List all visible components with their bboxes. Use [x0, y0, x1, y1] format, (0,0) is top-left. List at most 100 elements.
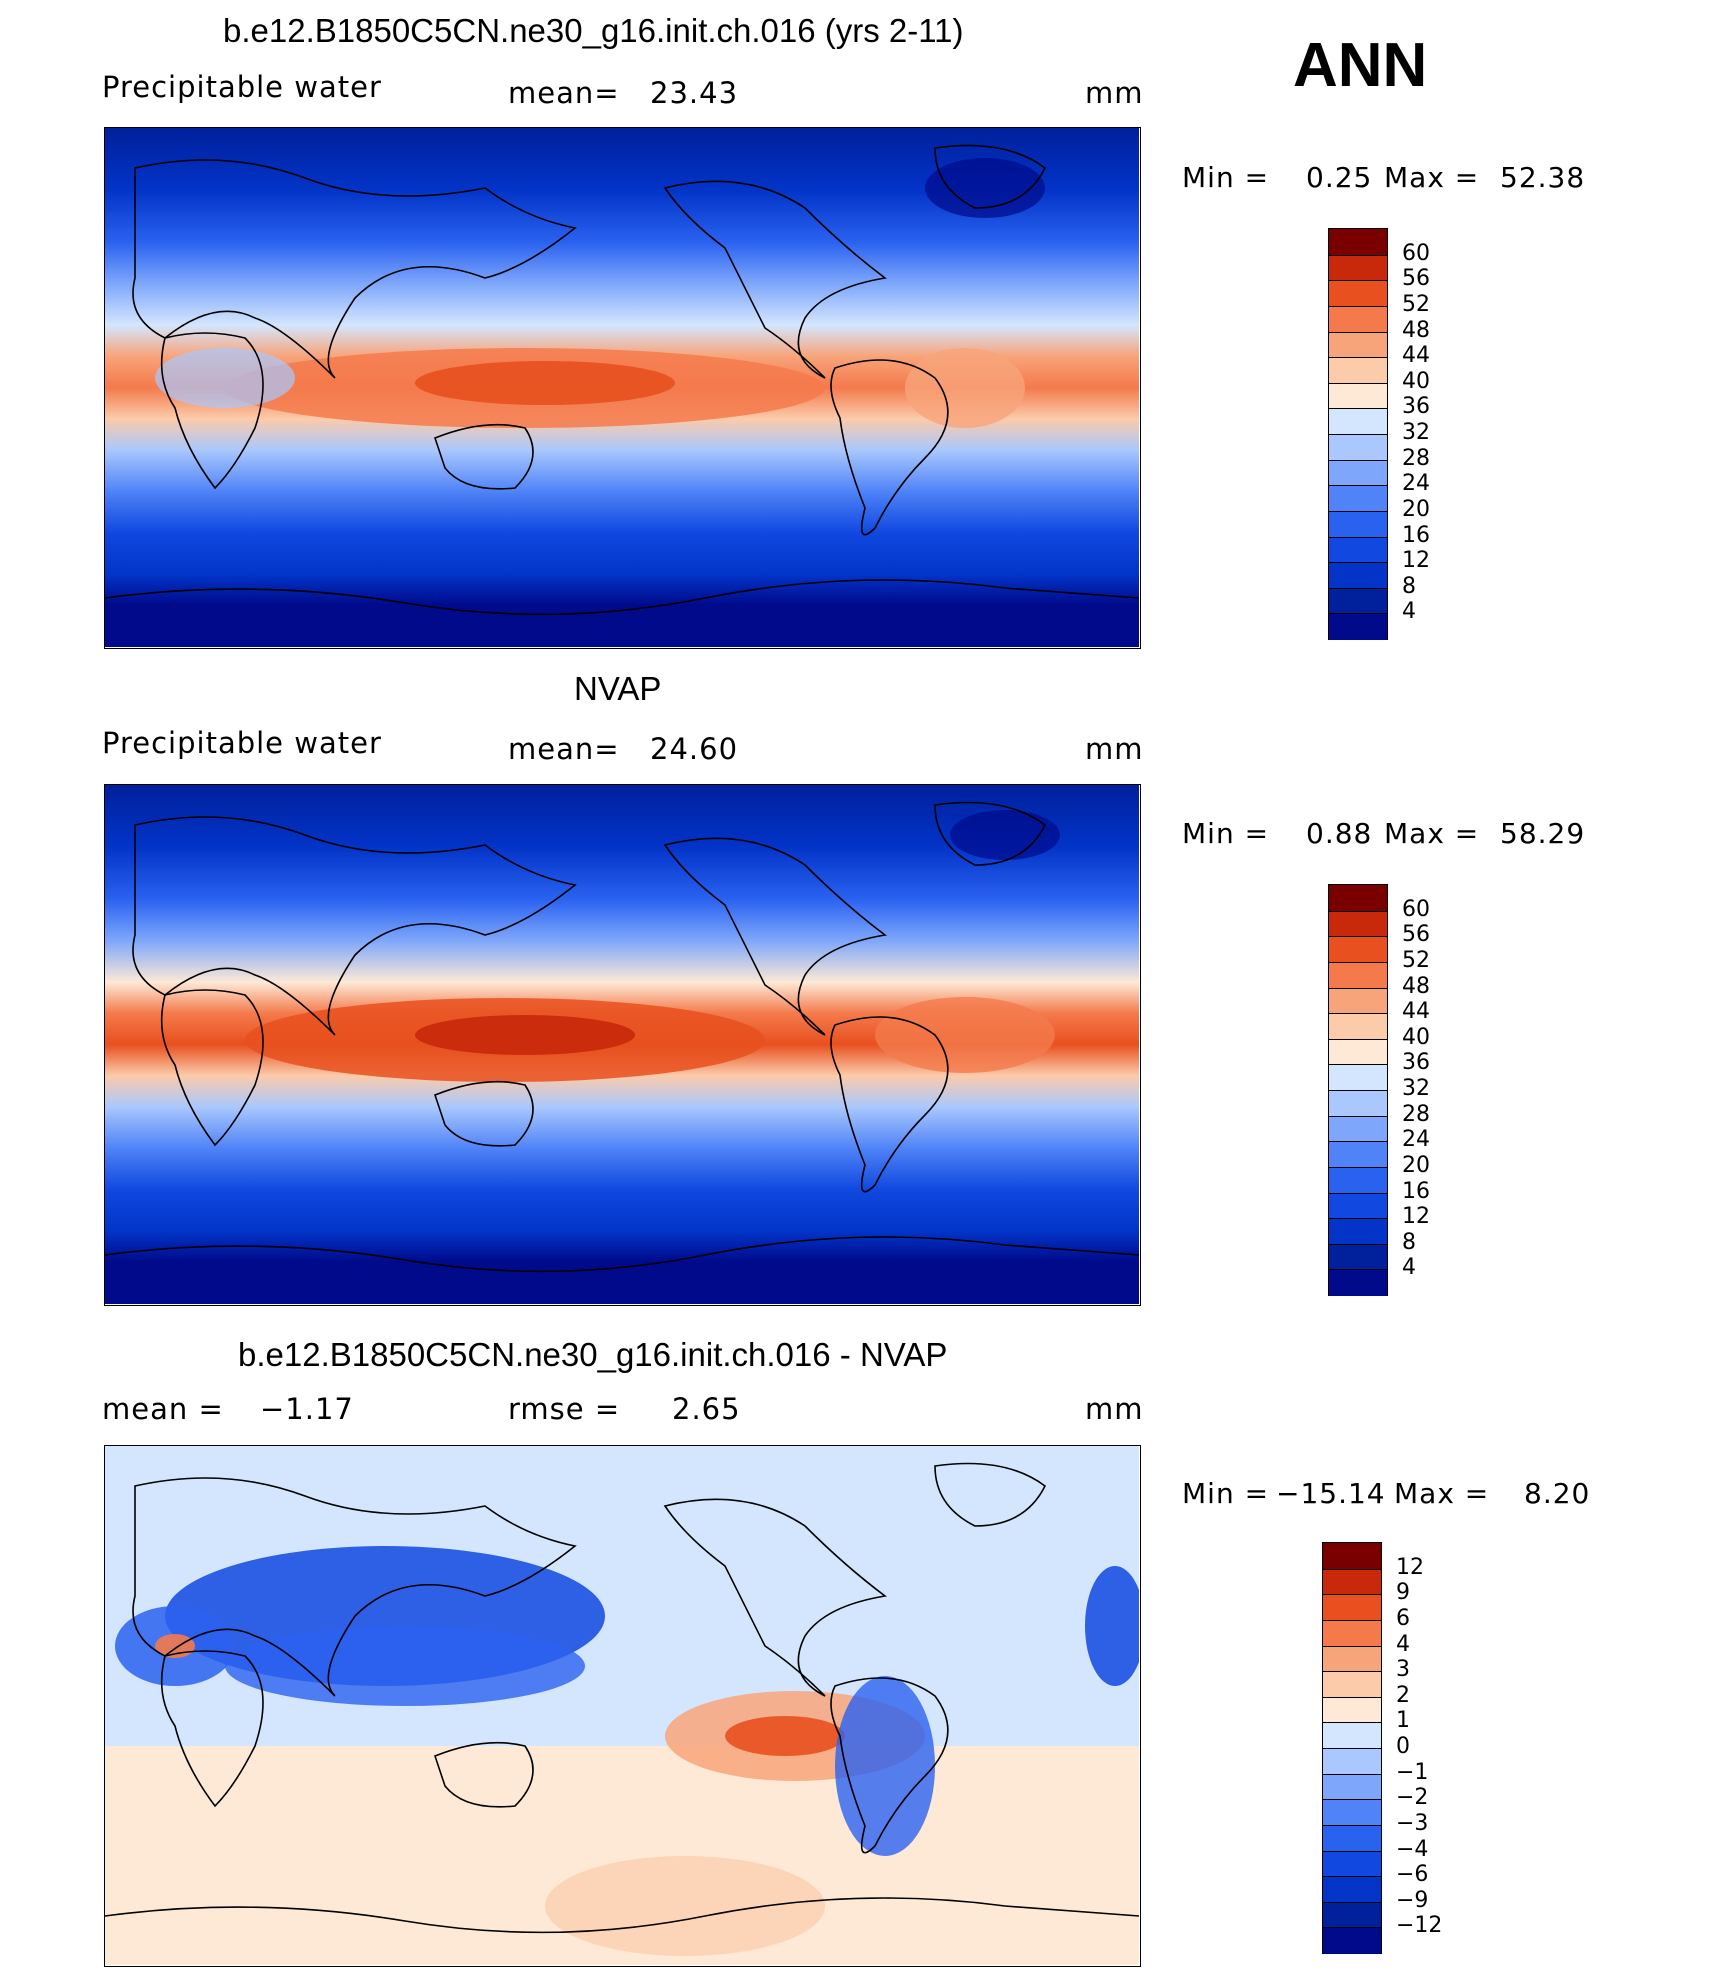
- colorbar-tick-label: 1: [1396, 1708, 1410, 1734]
- panel-obs-units: mm: [1085, 732, 1144, 766]
- colorbar-tick-label: −1: [1396, 1759, 1429, 1785]
- colorbar-tick-label: −2: [1396, 1785, 1429, 1811]
- colorbar-tick-label: 12: [1402, 1204, 1430, 1230]
- panel-obs-colorbar: [1328, 884, 1388, 1296]
- colorbar-segment: [1329, 1013, 1387, 1040]
- colorbar-segment: [1329, 1218, 1387, 1245]
- colorbar-tick-label: 56: [1402, 922, 1430, 948]
- colorbar-segment: [1323, 1645, 1381, 1673]
- colorbar-segment: [1323, 1568, 1381, 1596]
- colorbar-segment: [1329, 1269, 1387, 1296]
- colorbar-tick-label: 60: [1402, 240, 1430, 266]
- colorbar-segment: [1323, 1671, 1381, 1698]
- colorbar-tick-label: 12: [1396, 1554, 1424, 1580]
- panel-model-min-value: 0.25: [1306, 161, 1373, 194]
- panel-obs-mean-value: 24.60: [650, 732, 739, 766]
- colorbar-segment: [1329, 229, 1387, 255]
- colorbar-segment: [1329, 434, 1387, 461]
- colorbar-segment: [1329, 1243, 1387, 1271]
- colorbar-tick-label: −9: [1396, 1887, 1429, 1913]
- colorbar-segment: [1329, 459, 1387, 487]
- colorbar-tick-label: 6: [1396, 1605, 1410, 1631]
- colorbar-segment: [1323, 1594, 1381, 1621]
- panel-model-title: b.e12.B1850C5CN.ne30_g16.init.ch.016 (yr…: [223, 12, 964, 49]
- colorbar-segment: [1329, 936, 1387, 963]
- panel-obs-variable: Precipitable water: [102, 726, 382, 760]
- colorbar-tick-label: −6: [1396, 1862, 1429, 1888]
- panel-diff-title: b.e12.B1850C5CN.ne30_g16.init.ch.016 - N…: [238, 1336, 948, 1373]
- colorbar-segment: [1323, 1927, 1381, 1954]
- colorbar-tick-label: 4: [1402, 1255, 1416, 1281]
- panel-model-colorbar: [1328, 228, 1388, 640]
- panel-diff-max-value: 8.20: [1524, 1477, 1591, 1510]
- colorbar-tick-label: 52: [1402, 947, 1430, 973]
- colorbar-tick-label: 12: [1402, 548, 1430, 574]
- panel-model-mean-label: mean=: [508, 76, 620, 110]
- colorbar-tick-label: 36: [1402, 1050, 1430, 1076]
- colorbar-segment: [1323, 1722, 1381, 1749]
- colorbar-segment: [1329, 613, 1387, 640]
- colorbar-tick-label: 20: [1402, 496, 1430, 522]
- colorbar-segment: [1329, 408, 1387, 435]
- panel-model-mean-value: 23.43: [650, 76, 739, 110]
- panel-obs-min-label: Min =: [1182, 817, 1270, 850]
- colorbar-tick-label: 28: [1402, 1101, 1430, 1127]
- colorbar-tick-label: −12: [1396, 1913, 1443, 1939]
- colorbar-segment: [1323, 1619, 1381, 1647]
- panel-diff-rmse-label: rmse =: [508, 1392, 621, 1426]
- panel-diff-map: [104, 1445, 1141, 1967]
- panel-diff-mean-value: −1.17: [260, 1392, 354, 1426]
- colorbar-segment: [1323, 1773, 1381, 1801]
- colorbar-tick-label: 32: [1402, 1076, 1430, 1101]
- colorbar-segment: [1329, 910, 1387, 938]
- colorbar-tick-label: 8: [1402, 1229, 1416, 1255]
- panel-obs-max-label: Max =: [1384, 817, 1480, 850]
- colorbar-tick-label: −3: [1396, 1810, 1429, 1836]
- panel-diff-colorbar: [1322, 1542, 1382, 1954]
- colorbar-tick-label: 48: [1402, 317, 1430, 343]
- colorbar-segment: [1329, 485, 1387, 512]
- colorbar-segment: [1329, 1064, 1387, 1091]
- colorbar-tick-label: 4: [1402, 599, 1416, 625]
- colorbar-tick-label: 32: [1402, 420, 1430, 445]
- colorbar-tick-label: 56: [1402, 266, 1430, 292]
- colorbar-tick-label: 60: [1402, 896, 1430, 922]
- colorbar-segment: [1329, 1166, 1387, 1194]
- colorbar-tick-label: 16: [1402, 522, 1430, 548]
- colorbar-tick-label: 16: [1402, 1178, 1430, 1204]
- colorbar-segment: [1329, 357, 1387, 384]
- panel-obs-map: [104, 784, 1141, 1306]
- colorbar-tick-label: 52: [1402, 291, 1430, 317]
- colorbar-segment: [1323, 1748, 1381, 1775]
- colorbar-segment: [1329, 961, 1387, 989]
- colorbar-segment: [1323, 1696, 1381, 1724]
- colorbar-tick-label: 28: [1402, 445, 1430, 471]
- panel-obs-title: NVAP: [574, 670, 662, 707]
- colorbar-segment: [1329, 562, 1387, 589]
- colorbar-segment: [1329, 1192, 1387, 1220]
- colorbar-segment: [1329, 254, 1387, 282]
- colorbar-tick-label: −4: [1396, 1836, 1429, 1862]
- colorbar-segment: [1329, 1090, 1387, 1117]
- panel-model-min-label: Min =: [1182, 161, 1270, 194]
- colorbar-segment: [1323, 1543, 1381, 1569]
- panel-model-max-label: Max =: [1384, 161, 1480, 194]
- panel-model-units: mm: [1085, 76, 1144, 110]
- colorbar-tick-label: 4: [1396, 1631, 1410, 1657]
- colorbar-segment: [1323, 1901, 1381, 1929]
- colorbar-tick-label: 0: [1396, 1734, 1410, 1759]
- colorbar-tick-label: 36: [1402, 394, 1430, 420]
- colorbar-segment: [1323, 1876, 1381, 1903]
- colorbar-segment: [1329, 382, 1387, 410]
- colorbar-segment: [1329, 885, 1387, 911]
- colorbar-segment: [1329, 331, 1387, 359]
- colorbar-segment: [1329, 1141, 1387, 1168]
- colorbar-tick-label: 3: [1396, 1657, 1410, 1683]
- colorbar-segment: [1323, 1824, 1381, 1852]
- colorbar-tick-label: 8: [1402, 573, 1416, 599]
- colorbar-tick-label: 40: [1402, 368, 1430, 394]
- colorbar-tick-label: 20: [1402, 1152, 1430, 1178]
- panel-model-max-value: 52.38: [1500, 161, 1586, 194]
- colorbar-segment: [1329, 1038, 1387, 1066]
- colorbar-segment: [1323, 1850, 1381, 1878]
